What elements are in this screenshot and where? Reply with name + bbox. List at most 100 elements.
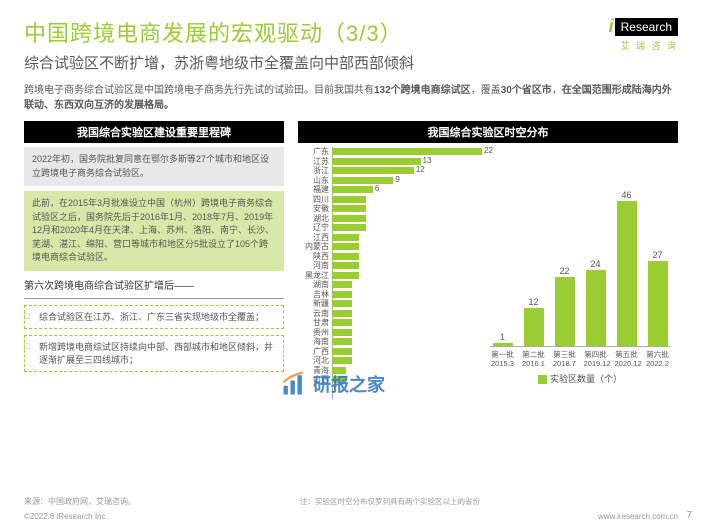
batch-bar: [586, 270, 606, 346]
bar-track: [332, 348, 488, 355]
batch-labels: 第一批2015.3 第二批2016.1 第三批2018.7 第四批2019.12 第五批…: [490, 350, 670, 368]
bar-track: [332, 205, 488, 212]
province-bar: [332, 348, 352, 355]
bar-track: 13: [332, 158, 488, 165]
bar-track: [332, 243, 488, 250]
province-bar: [332, 291, 352, 298]
batch-value: 27: [652, 250, 662, 260]
bar-track: [332, 262, 488, 269]
batch-value: 46: [621, 190, 631, 200]
batch-value: 24: [590, 259, 600, 269]
source-note: 来源：中国政府网，艾瑞咨询。: [24, 496, 136, 507]
left-column: 我国综合实验区建设重要里程碑 2022年初，国务院批复同意在鄂尔多斯等27个城市…: [24, 121, 284, 417]
watermark: 研报之家: [280, 370, 385, 398]
province-bar: [332, 281, 352, 288]
province-bar: [332, 272, 359, 279]
bar-track: [332, 300, 488, 307]
sixth-expansion-label: 第六次跨境电商综合试验区扩增后——: [24, 277, 284, 292]
province-bar: [332, 319, 352, 326]
logo: i Research 艾 瑞 咨 询: [609, 16, 678, 52]
bar-track: [332, 319, 488, 326]
batch-label: 第三批2018.7: [553, 350, 577, 368]
province-bar: [332, 205, 366, 212]
province-bar-chart: 广东22江苏13浙江12山东9福建6四川安徽湖北辽宁江西内蒙古陕西河南黑龙江湖南…: [298, 147, 488, 407]
batch-bar-wrap: 27: [646, 250, 670, 346]
province-bar: [332, 186, 373, 193]
watermark-chart-icon: [280, 370, 308, 398]
chart-footnote: 注：实验区时空分布仅罗列具有两个实验区以上的省份: [300, 496, 480, 507]
province-bar: [332, 262, 359, 269]
batch-label: 第四批2019.12: [584, 350, 608, 368]
batch-label: 第六批2022.2: [646, 350, 670, 368]
bar-track: [332, 272, 488, 279]
legend-text: 实验区数量（个）: [550, 374, 622, 384]
batch-bar-wrap: 12: [522, 297, 546, 346]
page-title: 中国跨境电商发展的宏观驱动（3/3）: [24, 16, 609, 48]
title-block: 中国跨境电商发展的宏观驱动（3/3） 综合试验区不断扩增，苏浙粤地级市全覆盖向中…: [24, 16, 609, 73]
batch-bar-wrap: 46: [615, 190, 639, 346]
watermark-text: 研报之家: [313, 371, 385, 397]
province-value: 9: [395, 175, 399, 184]
province-bar: [332, 158, 421, 165]
batch-value: 22: [559, 266, 569, 276]
batch-bar: [617, 201, 637, 346]
province-bar: [332, 310, 352, 317]
bullet-1: 综合试验区在江苏、浙江、广东三省实现地级市全覆盖；: [24, 305, 284, 330]
divider: [24, 298, 284, 299]
batch-bar: [555, 277, 575, 346]
province-value: 22: [484, 146, 493, 155]
right-section-title: 我国综合实验区时空分布: [298, 121, 678, 143]
copyright: ©2022.6 iResearch Inc.: [24, 512, 108, 521]
bar-track: [332, 281, 488, 288]
intro-text: ，: [552, 85, 562, 96]
bar-track: [332, 310, 488, 317]
chart-legend: 实验区数量（个）: [490, 372, 670, 385]
intro-paragraph: 跨境电子商务综合试验区是中国跨境电子商务先行先试的试验田。目前我国共有132个跨…: [24, 83, 678, 113]
batch-bar-wrap: 22: [553, 266, 577, 346]
bullet-2: 新增跨境电商综试区持续向中部、西部城市和地区倾斜，并逐渐扩展至三四线城市；: [24, 335, 284, 372]
intro-text: 跨境电子商务综合试验区是中国跨境电子商务先行先试的试验田。目前我国共有: [24, 85, 374, 96]
bar-track: [332, 291, 488, 298]
province-bar: [332, 234, 359, 241]
batch-label: 第五批2020.12: [615, 350, 639, 368]
batch-bar-wrap: 1: [491, 332, 515, 346]
batch-bar-wrap: 24: [584, 259, 608, 346]
batch-bar: [648, 261, 668, 346]
logo-text: Research: [615, 18, 678, 36]
province-bar: [332, 148, 482, 155]
province-bar: [332, 215, 366, 222]
intro-bold: 132个跨境电商综试区: [374, 85, 471, 96]
bar-track: [332, 338, 488, 345]
milestone-box-2: 此前，在2015年3月批准设立中国（杭州）跨境电子商务综合试验区之后，国务院先后…: [24, 191, 284, 271]
province-bar: [332, 329, 352, 336]
province-bar: [332, 357, 352, 364]
province-bar: [332, 243, 359, 250]
bar-track: [332, 329, 488, 336]
batch-bars: 11222244627: [490, 197, 670, 347]
header: 中国跨境电商发展的宏观驱动（3/3） 综合试验区不断扩增，苏浙粤地级市全覆盖向中…: [24, 16, 678, 73]
province-value: 12: [416, 165, 425, 174]
bar-track: 6: [332, 186, 488, 193]
batch-bar-chart: 11222244627 第一批2015.3第二批2016.1第三批2018.7第…: [490, 197, 670, 397]
page-subtitle: 综合试验区不断扩增，苏浙粤地级市全覆盖向中部西部倾斜: [24, 52, 609, 73]
bar-track: [332, 234, 488, 241]
bar-track: [332, 357, 488, 364]
province-bar: [332, 224, 366, 231]
province-value: 13: [423, 156, 432, 165]
legend-swatch-icon: [538, 375, 547, 384]
bar-track: [332, 196, 488, 203]
page-number: 7: [686, 510, 692, 521]
batch-bar: [493, 343, 513, 346]
batch-label: 第一批2015.3: [491, 350, 515, 368]
province-value: 6: [375, 184, 379, 193]
province-bar: [332, 177, 393, 184]
province-bar: [332, 196, 366, 203]
logo-subtext: 艾 瑞 咨 询: [609, 39, 678, 52]
intro-text: ，覆盖: [471, 85, 501, 96]
province-bar: [332, 253, 359, 260]
province-bar: [332, 167, 414, 174]
logo-i-icon: i: [609, 16, 614, 37]
bar-track: 22: [332, 148, 488, 155]
batch-label: 第二批2016.1: [522, 350, 546, 368]
footer-url: www.iresearch.com.cn: [598, 512, 678, 521]
